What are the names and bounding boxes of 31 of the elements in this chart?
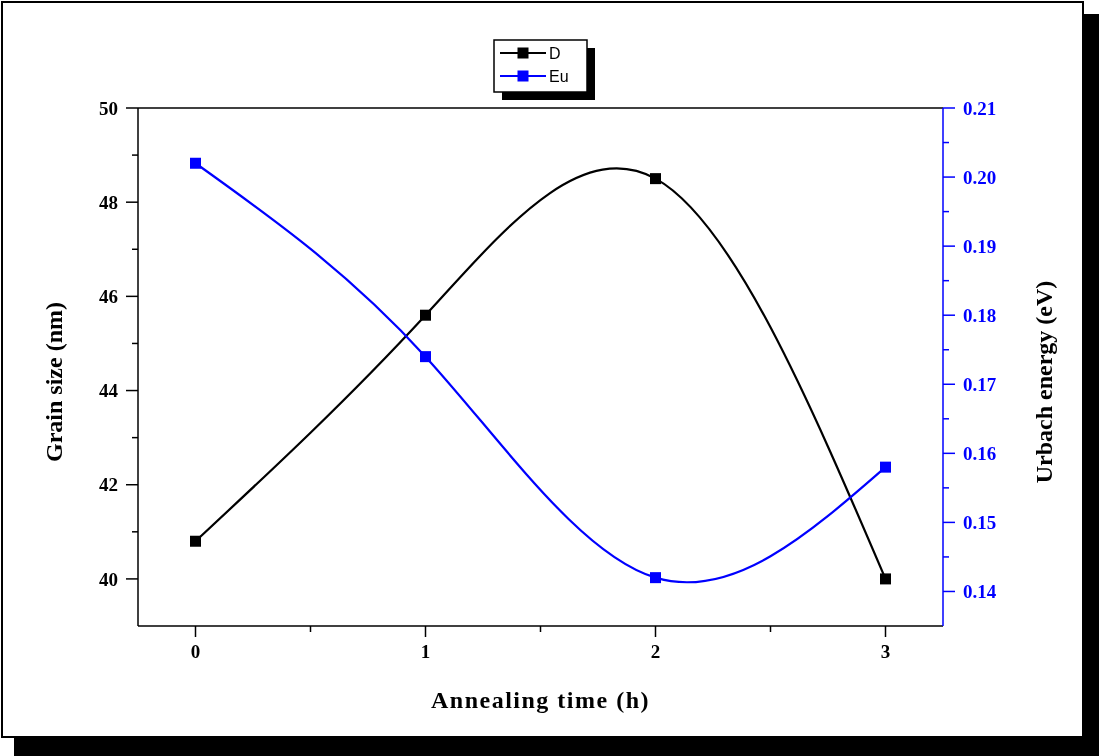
y2-axis-title: Urbach energy (eV) xyxy=(1031,280,1057,484)
y2-tick-label: 0.17 xyxy=(963,373,997,395)
legend-label: Eu xyxy=(549,67,569,85)
point xyxy=(190,535,201,547)
y2-tick-label: 0.18 xyxy=(963,304,997,326)
y-tick-label: 44 xyxy=(99,380,119,402)
point xyxy=(650,173,661,185)
x-tick-label: 1 xyxy=(420,641,431,662)
y2-tick-label: 0.15 xyxy=(963,512,997,534)
y-tick-label: 50 xyxy=(99,97,118,119)
y2-tick-label: 0.21 xyxy=(963,97,997,119)
y-tick-label: 40 xyxy=(99,568,118,590)
x-tick-label: 3 xyxy=(880,641,891,662)
point xyxy=(880,461,891,473)
y-tick-label: 46 xyxy=(99,286,118,308)
point xyxy=(420,309,431,321)
x-axis-title: Annealing time (h) xyxy=(431,687,650,713)
x-tick-label: 0 xyxy=(190,641,201,662)
y2-tick-label: 0.20 xyxy=(963,166,997,188)
y2-tick-label: 0.14 xyxy=(963,581,997,603)
point xyxy=(420,351,431,363)
y2-tick-label: 0.19 xyxy=(963,235,997,257)
point xyxy=(650,572,661,584)
y-axis-title: Grain size (nm) xyxy=(41,302,67,462)
legend-label: D xyxy=(549,44,561,62)
y-tick-label: 42 xyxy=(99,474,118,496)
point xyxy=(190,157,201,169)
y-tick-label: 48 xyxy=(99,191,118,213)
x-tick-label: 2 xyxy=(650,641,661,662)
point xyxy=(880,573,891,585)
y2-tick-label: 0.16 xyxy=(963,442,997,464)
